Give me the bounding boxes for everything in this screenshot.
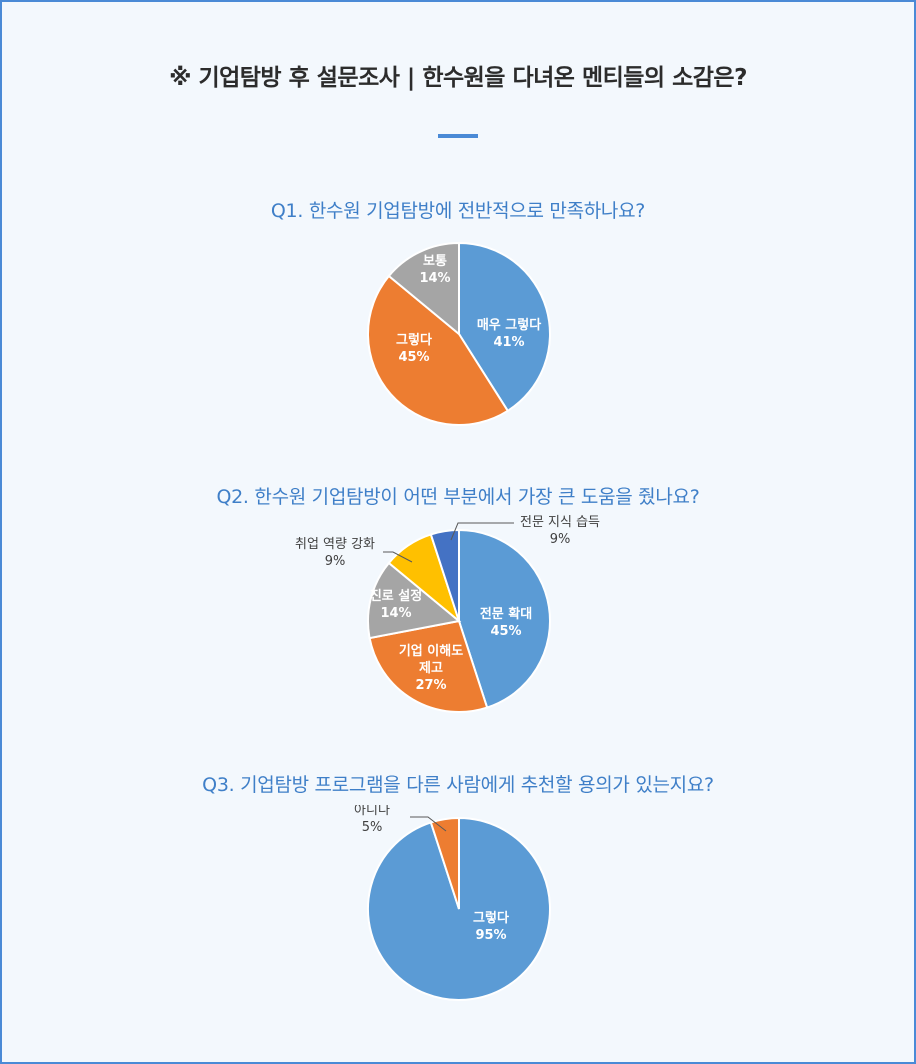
pie-slice-그렇다 bbox=[366, 274, 510, 426]
pie-slice-기업-이해도-제고 bbox=[368, 619, 489, 713]
leader-line bbox=[410, 816, 447, 832]
pie-slice-보통 bbox=[387, 241, 460, 337]
slice-percent-label: 95% bbox=[475, 928, 506, 943]
slice-category-label: 그렇다 bbox=[473, 910, 509, 926]
slice-percent-label: 9% bbox=[325, 554, 346, 569]
leader-line bbox=[383, 551, 413, 563]
leader-line bbox=[450, 522, 514, 541]
slice-percent-label: 41% bbox=[493, 335, 524, 350]
pie-slice-전문-확대 bbox=[458, 528, 551, 709]
slice-category-label: 제고 bbox=[419, 661, 443, 676]
pie-slice-진로-설정 bbox=[367, 561, 462, 640]
slice-category-label: 전문 지식 습득 bbox=[520, 515, 600, 530]
slice-category-label: 기업 이해도 bbox=[399, 643, 463, 659]
slice-category-label: 진로 설정 bbox=[370, 588, 422, 604]
slice-category-label: 아니다 bbox=[354, 805, 390, 818]
slice-percent-label: 45% bbox=[398, 350, 429, 365]
slice-percent-label: 9% bbox=[550, 532, 571, 547]
q1-title: Q1. 한수원 기업탐방에 전반적으로 만족하나요? bbox=[270, 200, 646, 222]
slice-percent-label: 14% bbox=[380, 606, 411, 621]
pie-slice-전문-지식-습득 bbox=[429, 528, 460, 622]
slice-percent-label: 45% bbox=[490, 624, 521, 639]
q3-title: Q3. 기업탐방 프로그램을 다른 사람에게 추천할 용의가 있는지요? bbox=[202, 774, 714, 796]
page-title: ※ 기업탐방 후 설문조사 | 한수원을 다녀온 멘티들의 소감은? bbox=[169, 65, 747, 91]
title-underline bbox=[438, 134, 478, 138]
slice-percent-label: 27% bbox=[415, 678, 446, 693]
slice-percent-label: 14% bbox=[419, 271, 450, 286]
q3-pie-chart: 그렇다 95% 아니다 5% bbox=[354, 805, 551, 1001]
pie-slice-아니다 bbox=[429, 816, 460, 910]
slice-category-label: 그렇다 bbox=[396, 332, 432, 348]
slice-category-label: 취업 역량 강화 bbox=[295, 537, 375, 552]
slice-percent-label: 5% bbox=[362, 820, 383, 835]
q1-pie-chart: 매우 그렇다 41% 그렇다 45% 보통 14% bbox=[366, 241, 551, 426]
slice-category-label: 전문 확대 bbox=[480, 606, 532, 622]
slice-category-label: 매우 그렇다 bbox=[477, 317, 541, 333]
q2-title: Q2. 한수원 기업탐방이 어떤 부분에서 가장 큰 도움을 줬나요? bbox=[216, 486, 700, 508]
slice-category-label: 보통 bbox=[423, 254, 447, 269]
